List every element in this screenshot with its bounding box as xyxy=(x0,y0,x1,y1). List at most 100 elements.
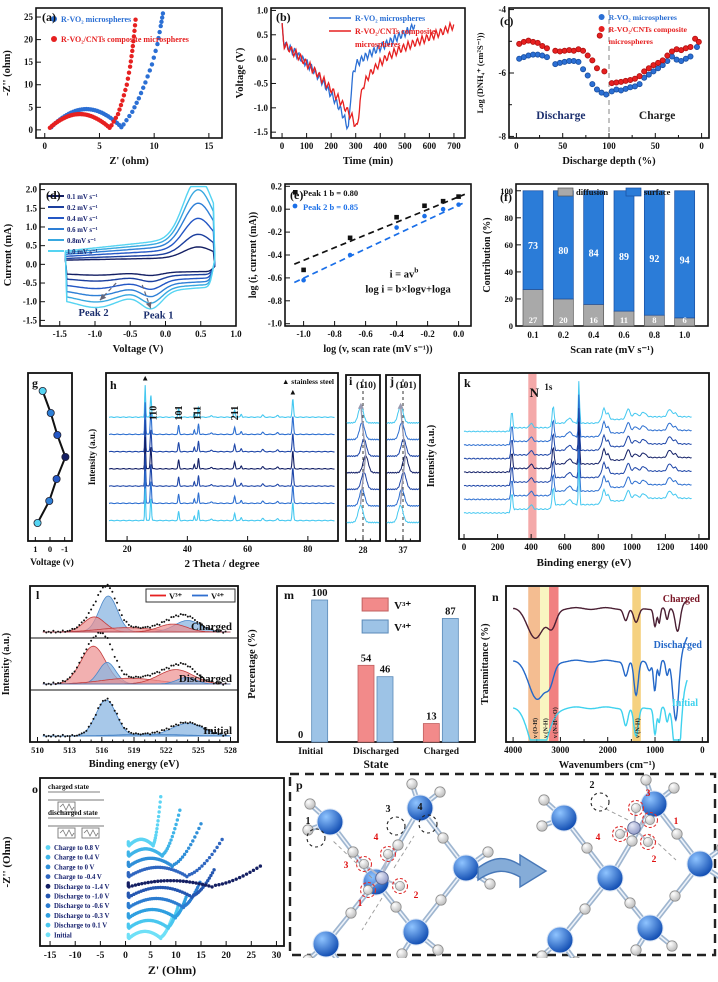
xps-survey-chart: 0 200 400 600 800 1000 1200 1400 Binding energy … xyxy=(426,372,710,569)
svg-text:1s: 1s xyxy=(544,382,553,392)
svg-text:diffusion: diffusion xyxy=(576,187,608,197)
svg-text:R-VO₂/CNTs composite: R-VO₂/CNTs composite xyxy=(609,25,688,34)
svg-text:▲: ▲ xyxy=(141,374,149,383)
svg-text:0.5: 0.5 xyxy=(26,241,38,251)
svg-text:2 Theta / degree: 2 Theta / degree xyxy=(184,558,259,570)
svg-text:Discharge: Discharge xyxy=(536,110,585,122)
trace-6 xyxy=(386,504,420,524)
svg-text:-0.6: -0.6 xyxy=(268,273,283,283)
svg-text:-5: -5 xyxy=(96,951,104,961)
svg-text:0.0: 0.0 xyxy=(160,329,172,339)
svg-text:2: 2 xyxy=(652,855,657,865)
gitt-chart: 0 100 200 300 400 500 600 700 -1.5 -1.0 -0.5 0.0 0.5… xyxy=(235,5,466,167)
svg-text:Wavenumbers (cm⁻¹): Wavenumbers (cm⁻¹) xyxy=(559,760,656,771)
svg-text:ν (N-H): ν (N-H) xyxy=(635,718,642,739)
svg-text:V⁴⁺: V⁴⁺ xyxy=(394,622,411,634)
svg-text:V⁴⁺: V⁴⁺ xyxy=(211,591,225,601)
svg-text:-15: -15 xyxy=(44,951,57,961)
trace-labels: Charged Discharged Initial xyxy=(654,594,703,709)
svg-text:Initial: Initial xyxy=(298,747,323,757)
svg-text:0.0: 0.0 xyxy=(26,259,38,269)
svg-text:Binding energy (eV): Binding energy (eV) xyxy=(537,557,632,569)
axes: 0 50 100 50 0 -8 -6 -4 Discharge depth (%) Log (D… xyxy=(475,5,710,167)
eis-Charge to 0.4 V xyxy=(126,808,182,858)
svg-text:Peak 2 b = 0.85: Peak 2 b = 0.85 xyxy=(303,202,358,212)
svg-text:25: 25 xyxy=(24,12,34,22)
axes: 20 40 60 80 2 Theta / degree Intensity (a.u.) xyxy=(87,372,339,570)
xrd-zoom-chart: 37 (101) xyxy=(385,374,421,555)
svg-text:-1.0: -1.0 xyxy=(296,329,311,339)
svg-text:1: 1 xyxy=(306,816,311,827)
svg-text:0: 0 xyxy=(43,141,48,151)
xaxis: 28 xyxy=(355,537,371,555)
svg-text:0.5: 0.5 xyxy=(195,329,207,339)
axes: 0 20 40 60 80 100 Scan rate (mV s⁻¹) Contributi… xyxy=(482,183,709,356)
svg-text:5: 5 xyxy=(97,141,102,151)
svg-text:5: 5 xyxy=(29,102,34,112)
svg-text:Charged: Charged xyxy=(663,594,701,605)
axes: 0 200 400 600 800 1000 1200 1400 Binding energy … xyxy=(426,372,710,569)
svg-text:0.0: 0.0 xyxy=(453,329,465,339)
xps-v2p-chart: 510 513 516 519 522 525 528 Binding energy (eV)… xyxy=(1,583,239,770)
ftir-chart: 4000 3000 2000 1000 0 Wavenumbers (cm⁻¹) Trans… xyxy=(480,585,709,771)
panel-e-bvalue: -1.0 -0.8 -0.6 -0.4 -0.2 0.0 -1.0 -0.8 -0.6 -0.4 -… xyxy=(245,174,480,365)
svg-text:Voltage (v): Voltage (v) xyxy=(30,557,74,568)
svg-text:400: 400 xyxy=(374,141,388,151)
svg-text:(110): (110) xyxy=(356,380,376,391)
svg-text:State: State xyxy=(364,759,389,771)
svg-text:80: 80 xyxy=(558,246,568,257)
svg-text:-0.2: -0.2 xyxy=(420,329,435,339)
svg-text:522: 522 xyxy=(160,745,173,755)
svg-text:101: 101 xyxy=(174,406,185,421)
panel-b-gitt-voltage: 0 100 200 300 400 500 600 700 -1.5 -1.0 -0.5 0.0 0.5… xyxy=(233,0,473,174)
svg-text:20: 20 xyxy=(123,544,133,554)
svg-text:R-VO₂ microspheres: R-VO₂ microspheres xyxy=(61,15,131,24)
panel-i-xrd-110: 28 (110) xyxy=(343,365,383,578)
svg-text:Peak 1: Peak 1 xyxy=(143,311,173,322)
svg-text:4: 4 xyxy=(418,802,423,813)
svg-text:0: 0 xyxy=(48,544,52,554)
svg-text:20: 20 xyxy=(221,951,231,961)
svg-text:0.4 mV s⁻¹: 0.4 mV s⁻¹ xyxy=(67,216,98,223)
svg-text:Charge to 0 V: Charge to 0 V xyxy=(54,864,95,871)
svg-text:8: 8 xyxy=(652,315,656,325)
axes: -1.0 -0.8 -0.6 -0.4 -0.2 0.0 -1.0 -0.8 -0.6 -0.4 -… xyxy=(248,181,472,355)
svg-text:-1.5: -1.5 xyxy=(254,127,269,137)
svg-text:R-VO₂/CNTs composite microsphe: R-VO₂/CNTs composite microspheres xyxy=(61,35,189,44)
svg-text:525: 525 xyxy=(192,745,205,755)
svg-text:Binding energy (eV): Binding energy (eV) xyxy=(89,759,180,770)
svg-text:-1.0: -1.0 xyxy=(88,329,103,339)
title: (101) xyxy=(396,380,417,391)
svg-text:Charged: Charged xyxy=(424,747,460,757)
panel-n-ftir: 4000 3000 2000 1000 0 Wavenumbers (cm⁻¹) Trans… xyxy=(480,578,718,773)
axes: -1.5 -1.0 -0.5 0.0 0.5 1.0 -1.5 -1.0 -0.5 0.0 0.5 1… xyxy=(3,183,242,355)
panel-c-label: (c) xyxy=(500,14,514,28)
svg-text:100: 100 xyxy=(500,186,513,196)
percentage-chart: State Percentage (%) Initial Discharged Char… xyxy=(247,585,476,771)
trace-5 xyxy=(346,488,380,507)
svg-text:15: 15 xyxy=(24,57,34,67)
svg-text:0.2 mV s⁻¹: 0.2 mV s⁻¹ xyxy=(67,205,98,212)
svg-text:0.8: 0.8 xyxy=(649,330,661,340)
axes: -15 -10 -5 0 5 10 15 20 25 30 Z' (Ohm) -Z'' (Ohm) xyxy=(1,777,285,977)
svg-text:25: 25 xyxy=(247,951,257,961)
svg-text:-0.5: -0.5 xyxy=(123,329,138,339)
panel-a-nyquist: 0 5 10 15 0 5 10 15 20 25 Z' (ohm) -Z'' (ohm) R-VO₂ … xyxy=(0,0,233,174)
svg-text:200: 200 xyxy=(324,141,338,151)
trace-6 xyxy=(346,504,380,524)
panel-a-label: (a) xyxy=(42,10,56,24)
svg-text:60: 60 xyxy=(243,544,253,554)
svg-text:-0.8: -0.8 xyxy=(268,296,283,306)
svg-text:1000: 1000 xyxy=(623,542,642,552)
panel-f-label: (f) xyxy=(500,190,512,204)
svg-text:-Z'' (Ohm): -Z'' (Ohm) xyxy=(1,836,13,887)
svg-text:10: 10 xyxy=(150,141,160,151)
svg-text:Contribution (%): Contribution (%) xyxy=(482,217,493,292)
svg-text:200: 200 xyxy=(491,542,505,552)
svg-text:50: 50 xyxy=(651,141,661,151)
svg-text:Initial: Initial xyxy=(672,698,698,709)
shift-arrow xyxy=(357,402,367,505)
svg-text:V³⁺: V³⁺ xyxy=(169,591,183,601)
svg-text:1.0: 1.0 xyxy=(257,5,269,15)
svg-text:0.6 mV s⁻¹: 0.6 mV s⁻¹ xyxy=(67,227,98,234)
